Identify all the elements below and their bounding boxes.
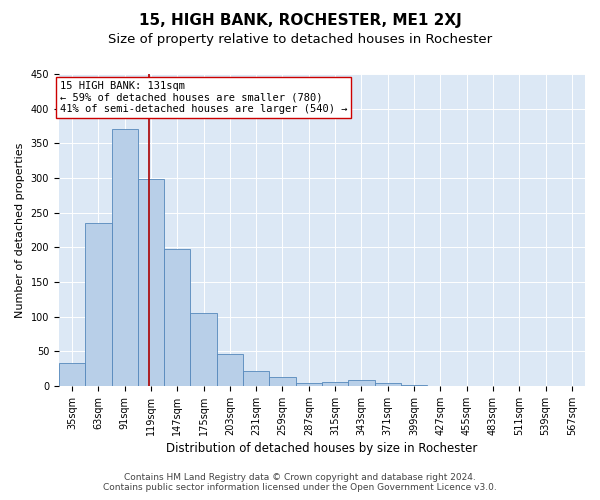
Bar — [164, 250, 190, 386]
Bar — [138, 180, 164, 386]
Y-axis label: Number of detached properties: Number of detached properties — [15, 142, 25, 318]
Bar — [190, 313, 217, 386]
Bar — [374, 383, 401, 386]
X-axis label: Distribution of detached houses by size in Rochester: Distribution of detached houses by size … — [166, 442, 478, 455]
Bar — [401, 384, 427, 386]
Bar — [217, 354, 243, 386]
Text: 15, HIGH BANK, ROCHESTER, ME1 2XJ: 15, HIGH BANK, ROCHESTER, ME1 2XJ — [139, 12, 461, 28]
Bar — [296, 383, 322, 386]
Bar — [59, 363, 85, 386]
Text: Size of property relative to detached houses in Rochester: Size of property relative to detached ho… — [108, 32, 492, 46]
Bar — [269, 377, 296, 386]
Bar — [348, 380, 374, 386]
Bar — [85, 223, 112, 386]
Bar — [243, 372, 269, 386]
Bar — [112, 130, 138, 386]
Text: Contains HM Land Registry data © Crown copyright and database right 2024.
Contai: Contains HM Land Registry data © Crown c… — [103, 473, 497, 492]
Text: 15 HIGH BANK: 131sqm
← 59% of detached houses are smaller (780)
41% of semi-deta: 15 HIGH BANK: 131sqm ← 59% of detached h… — [60, 81, 347, 114]
Bar — [322, 382, 348, 386]
